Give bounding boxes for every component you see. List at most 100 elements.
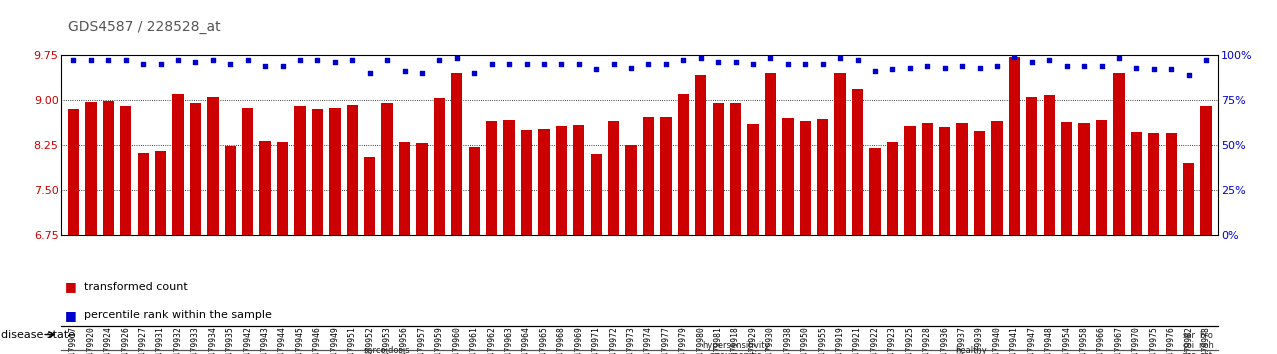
Point bbox=[691, 56, 711, 61]
Text: GSM479968: GSM479968 bbox=[557, 326, 566, 354]
Text: GSM479974: GSM479974 bbox=[644, 326, 653, 354]
Text: GSM479932: GSM479932 bbox=[174, 326, 183, 354]
Bar bbox=[573, 125, 585, 235]
Point bbox=[342, 57, 363, 63]
Text: GSM479964: GSM479964 bbox=[522, 326, 531, 354]
Text: GSM479935: GSM479935 bbox=[226, 326, 235, 354]
Text: GSM479980: GSM479980 bbox=[696, 326, 705, 354]
Point bbox=[882, 67, 903, 72]
Text: GDS4587 / 228528_at: GDS4587 / 228528_at bbox=[68, 19, 221, 34]
Point bbox=[1004, 54, 1024, 59]
Text: sar
coi
dos
s-as: sar coi dos s-as bbox=[1180, 331, 1197, 354]
Point bbox=[447, 56, 467, 61]
Point bbox=[534, 61, 554, 67]
Text: GSM479973: GSM479973 bbox=[627, 326, 636, 354]
Point bbox=[725, 59, 746, 65]
Point bbox=[1161, 67, 1181, 72]
Point bbox=[1179, 72, 1199, 78]
Bar bbox=[730, 103, 741, 235]
Bar bbox=[1166, 133, 1177, 235]
Bar bbox=[277, 142, 289, 235]
Bar bbox=[190, 103, 200, 235]
Bar bbox=[86, 102, 97, 235]
Text: GSM479953: GSM479953 bbox=[383, 326, 392, 354]
Point bbox=[238, 57, 258, 63]
Bar bbox=[870, 148, 881, 235]
Text: GSM479918: GSM479918 bbox=[732, 326, 741, 354]
Point bbox=[935, 65, 955, 70]
Point bbox=[360, 70, 381, 76]
Text: GSM479926: GSM479926 bbox=[121, 326, 130, 354]
Point bbox=[167, 57, 188, 63]
Text: GSM479934: GSM479934 bbox=[208, 326, 217, 354]
Bar bbox=[1061, 122, 1073, 235]
Point bbox=[1092, 63, 1112, 69]
Bar bbox=[956, 123, 968, 235]
Bar bbox=[852, 89, 863, 235]
Text: GSM479922: GSM479922 bbox=[871, 326, 880, 354]
Text: bro
noh
olit
s ob: bro noh olit s ob bbox=[1198, 331, 1214, 354]
Point bbox=[481, 61, 502, 67]
Text: GSM479969: GSM479969 bbox=[575, 326, 584, 354]
Text: GSM479938: GSM479938 bbox=[783, 326, 793, 354]
Text: GSM479921: GSM479921 bbox=[853, 326, 862, 354]
Text: GSM479931: GSM479931 bbox=[156, 326, 165, 354]
Bar bbox=[68, 109, 79, 235]
Point bbox=[464, 70, 484, 76]
Point bbox=[64, 57, 84, 63]
Point bbox=[604, 61, 624, 67]
Point bbox=[568, 61, 589, 67]
Point bbox=[673, 57, 693, 63]
Text: healthy: healthy bbox=[955, 346, 987, 354]
Bar bbox=[660, 117, 672, 235]
Bar bbox=[539, 129, 549, 235]
Bar bbox=[1096, 120, 1107, 235]
Text: GSM479956: GSM479956 bbox=[400, 326, 409, 354]
Bar bbox=[834, 73, 845, 235]
Bar bbox=[259, 141, 271, 235]
Bar bbox=[765, 73, 776, 235]
Text: GSM479944: GSM479944 bbox=[278, 326, 287, 354]
Point bbox=[812, 61, 833, 67]
Point bbox=[865, 68, 885, 74]
Point bbox=[324, 59, 345, 65]
Text: GSM479967: GSM479967 bbox=[1115, 326, 1124, 354]
Bar bbox=[799, 121, 811, 235]
Bar bbox=[1114, 73, 1125, 235]
Text: GSM479976: GSM479976 bbox=[1167, 326, 1176, 354]
Bar bbox=[904, 126, 916, 235]
Point bbox=[1039, 57, 1060, 63]
Text: GSM479961: GSM479961 bbox=[470, 326, 479, 354]
Point bbox=[395, 68, 415, 74]
Text: GSM479946: GSM479946 bbox=[313, 326, 322, 354]
Point bbox=[1074, 63, 1094, 69]
Text: GSM479955: GSM479955 bbox=[819, 326, 827, 354]
Text: GSM479958: GSM479958 bbox=[1079, 326, 1088, 354]
Point bbox=[552, 61, 572, 67]
Point bbox=[80, 57, 101, 63]
Text: GSM479965: GSM479965 bbox=[539, 326, 548, 354]
Text: GSM479970: GSM479970 bbox=[1131, 326, 1140, 354]
Text: GSM479957: GSM479957 bbox=[418, 326, 427, 354]
Text: GSM479975: GSM479975 bbox=[1149, 326, 1158, 354]
Point bbox=[917, 63, 937, 69]
Text: GSM479941: GSM479941 bbox=[1010, 326, 1019, 354]
Point bbox=[969, 65, 990, 70]
Text: GSM479963: GSM479963 bbox=[504, 326, 513, 354]
Text: GSM479948: GSM479948 bbox=[1045, 326, 1054, 354]
Text: ■: ■ bbox=[65, 309, 77, 321]
Bar bbox=[1079, 123, 1089, 235]
Text: GSM479936: GSM479936 bbox=[940, 326, 949, 354]
Point bbox=[516, 61, 536, 67]
Text: GSM479978: GSM479978 bbox=[1202, 326, 1211, 354]
Point bbox=[272, 63, 292, 69]
Bar bbox=[1009, 57, 1020, 235]
Point bbox=[1126, 65, 1147, 70]
Bar bbox=[434, 98, 446, 235]
Bar bbox=[155, 151, 166, 235]
Text: GSM479966: GSM479966 bbox=[1097, 326, 1106, 354]
Point bbox=[377, 57, 397, 63]
Bar bbox=[590, 154, 601, 235]
Bar bbox=[451, 73, 462, 235]
Text: GSM479939: GSM479939 bbox=[976, 326, 985, 354]
